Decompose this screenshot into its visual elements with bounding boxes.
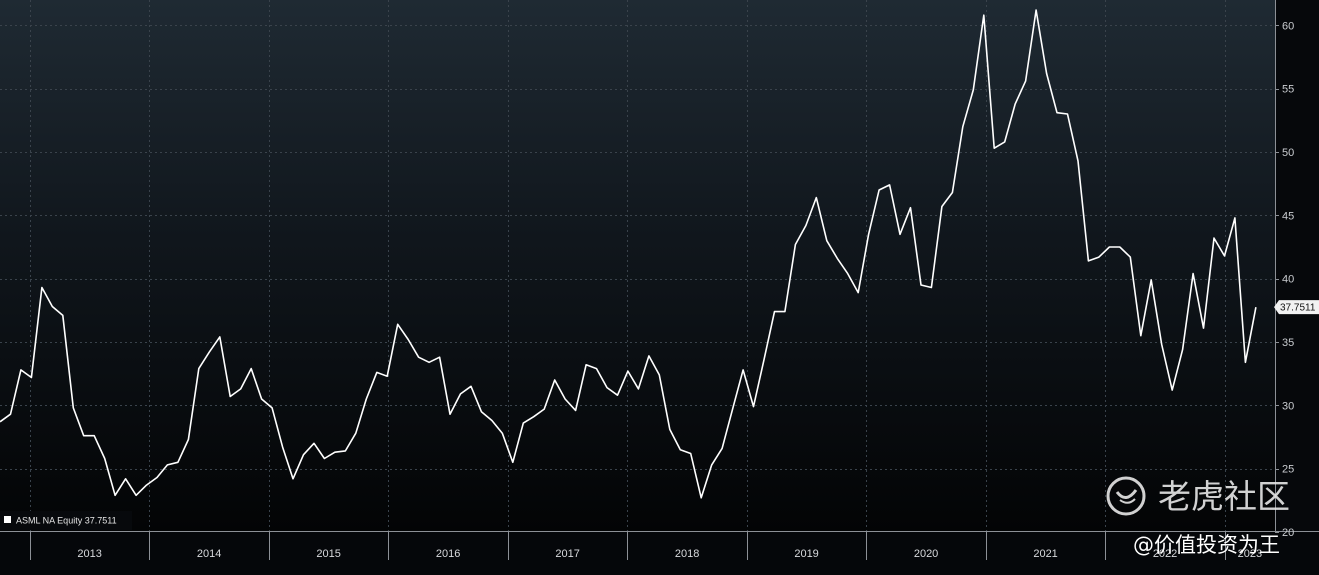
x-tick-label: 2014 bbox=[197, 548, 221, 560]
series-line-asml bbox=[0, 9, 1257, 499]
x-tick-label: 2020 bbox=[914, 548, 938, 560]
y-tick-label: 40 bbox=[1282, 274, 1294, 286]
y-tick-label: 50 bbox=[1282, 147, 1294, 159]
legend: ASML NA Equity 37.7511 bbox=[0, 511, 132, 530]
plot-background bbox=[0, 0, 1275, 532]
y-tick-label: 55 bbox=[1282, 84, 1294, 96]
x-tick-label: 2019 bbox=[794, 548, 818, 560]
y-tick-label: 20 bbox=[1282, 527, 1294, 539]
tiger-logo bbox=[1106, 476, 1146, 516]
x-tick-label: 2023 bbox=[1238, 548, 1262, 560]
y-tick-label: 35 bbox=[1282, 337, 1294, 349]
x-tick-label: 2016 bbox=[436, 548, 460, 560]
last-value-marker: 37.7511 bbox=[1274, 300, 1319, 315]
x-tick-label: 2015 bbox=[316, 548, 340, 560]
x-tick-label: 2018 bbox=[675, 548, 699, 560]
x-tick-label: 2017 bbox=[555, 548, 579, 560]
legend-background bbox=[0, 511, 132, 530]
last-value-tag bbox=[1274, 300, 1319, 315]
watermark-brand: 老虎社区 bbox=[1158, 477, 1290, 516]
legend-label: ASML NA Equity 37.7511 bbox=[16, 516, 117, 526]
last-value-label: 37.7511 bbox=[1280, 303, 1316, 314]
x-tick-label: 2021 bbox=[1033, 548, 1057, 560]
grid bbox=[0, 0, 1275, 532]
y-axis: 20 25 30 35 40 45 50 55 60 bbox=[1275, 20, 1294, 539]
watermark: 老虎社区 @价值投资为王 bbox=[1106, 476, 1290, 557]
y-tick-label: 45 bbox=[1282, 210, 1294, 222]
axis-background bbox=[1275, 0, 1319, 532]
x-axis: 2013 2014 2015 2016 2017 2018 2019 2020 2021 2022… bbox=[30, 532, 1262, 560]
y-tick-label: 30 bbox=[1282, 400, 1294, 412]
legend-swatch bbox=[4, 516, 11, 523]
y-tick-label: 60 bbox=[1282, 20, 1294, 32]
x-tick-label: 2022 bbox=[1153, 548, 1177, 560]
y-tick-label: 25 bbox=[1282, 464, 1294, 476]
x-tick-label: 2013 bbox=[77, 548, 101, 560]
watermark-handle: @价值投资为王 bbox=[1133, 533, 1280, 557]
